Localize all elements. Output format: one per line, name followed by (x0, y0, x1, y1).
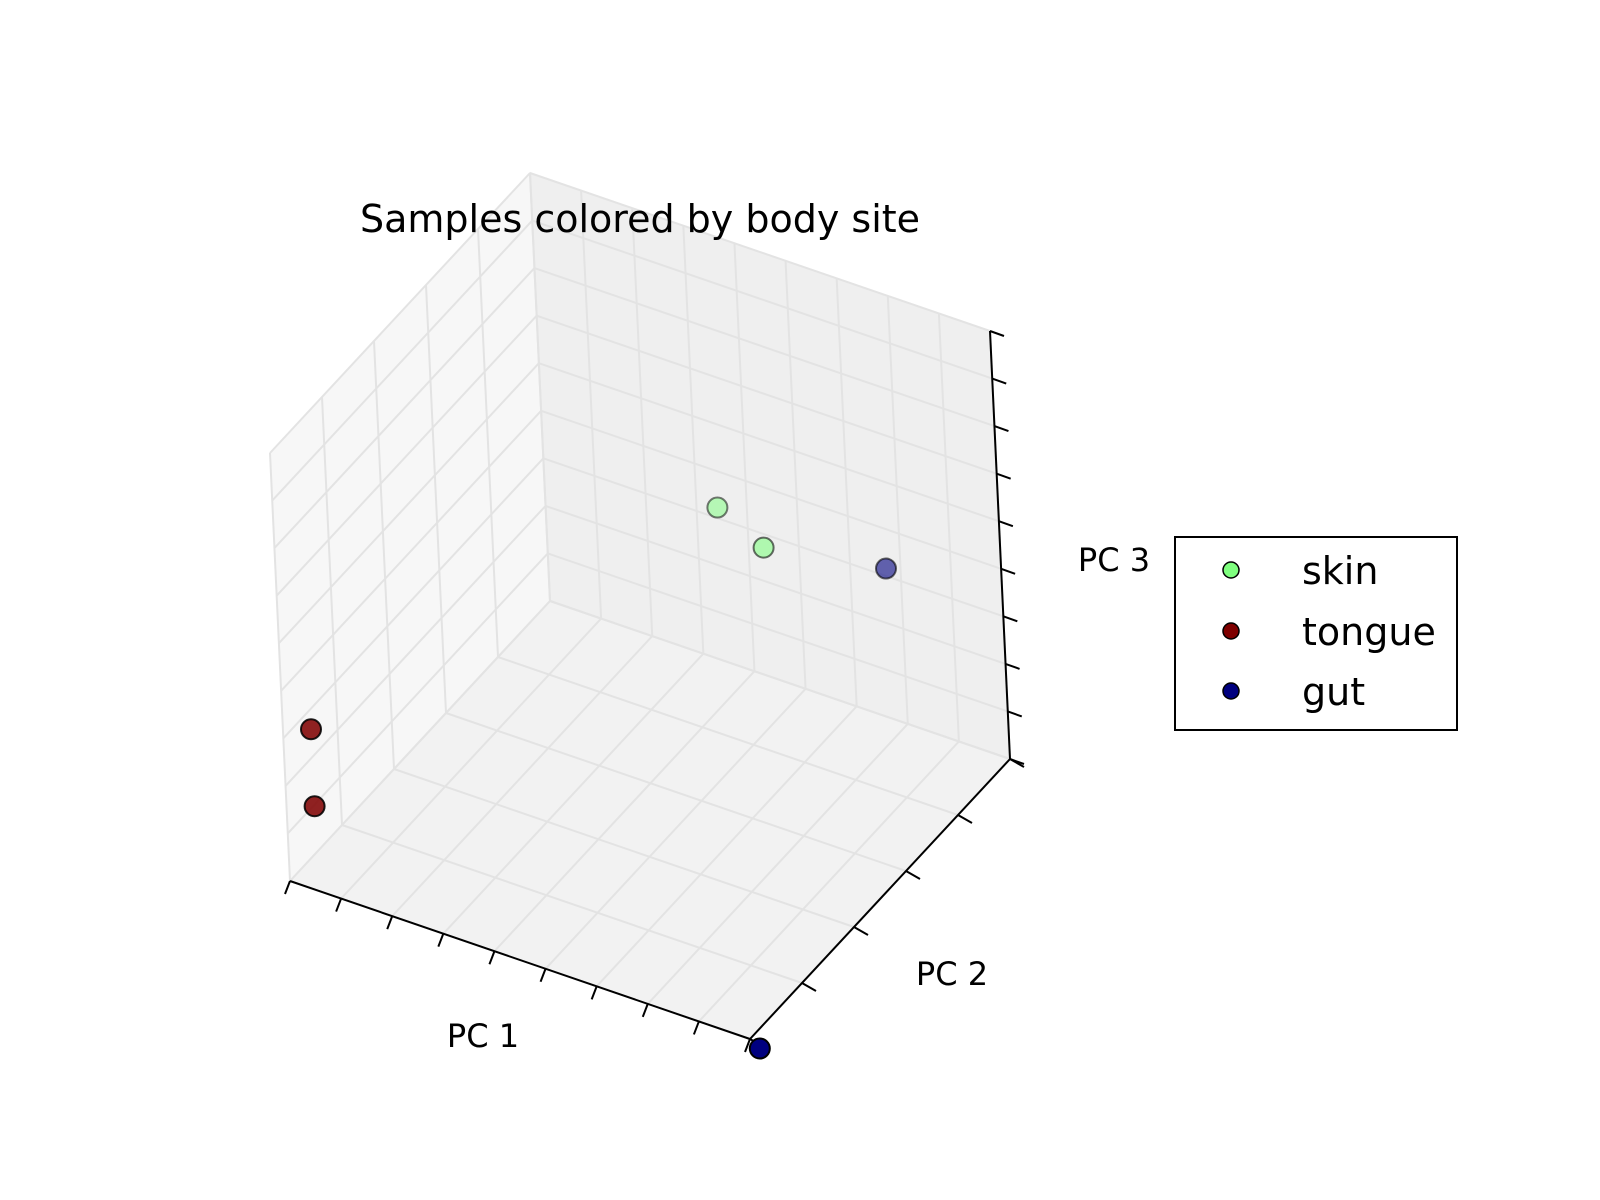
z-axis-tick (1009, 758, 1025, 765)
legend-marker-gut (1222, 682, 1240, 700)
data-points (300, 496, 897, 1060)
y-axis-tick (957, 814, 973, 824)
grid-line-z-left (287, 552, 549, 835)
grid-lines (269, 172, 1011, 1040)
x-axis-tick (488, 950, 496, 965)
grid-line-x-floor (698, 740, 960, 1023)
grid-line-x-floor (391, 635, 653, 917)
grid-line-x-back (937, 313, 960, 742)
z-axis-tick (994, 425, 1009, 433)
x-axis-tick (744, 1038, 751, 1053)
grid-line-z-back (543, 457, 1004, 618)
grid-line-x-floor (493, 670, 756, 952)
y-axis-tick (905, 870, 921, 880)
z-axis-tick (989, 330, 1005, 337)
data-point-skin (706, 496, 729, 519)
grid-line-z-left (284, 505, 547, 787)
grid-line-z-back (531, 219, 993, 380)
data-point-gut (875, 557, 897, 580)
grid-line-x-back (682, 225, 705, 654)
grid-line-y-left (477, 228, 499, 658)
legend-label-skin: skin (1302, 549, 1378, 593)
data-point-tongue (303, 795, 326, 818)
grid-line-z-back (549, 600, 1011, 760)
grid-line-y-floor (393, 768, 855, 928)
x-axis-tick (692, 1021, 700, 1035)
grid-line-x-floor (442, 652, 705, 935)
z-axis-tick (1000, 567, 1016, 575)
grid-line-x-back (784, 260, 807, 689)
grid-line-x-floor (544, 688, 807, 970)
grid-line-z-back (547, 552, 1009, 713)
grid-line-x-back (886, 295, 909, 724)
chart-title: Samples colored by body site (360, 197, 920, 241)
x-axis-line (289, 880, 751, 1040)
grid-line-z-left (275, 314, 538, 597)
grid-line-y-left (321, 396, 343, 826)
x-axis-tick (386, 915, 394, 930)
legend-label-gut: gut (1302, 670, 1365, 714)
grid-line-x-floor (595, 705, 858, 988)
legend-marker-skin (1222, 561, 1240, 579)
grid-line-y-floor (445, 712, 907, 872)
y-axis-label: PC 2 (916, 955, 988, 993)
x-axis-tick (641, 1003, 649, 1018)
grid-line-z-left (278, 362, 540, 644)
grid-line-x-floor (647, 723, 909, 1005)
grid-line-z-left (282, 457, 545, 740)
grid-line-y-floor (341, 824, 803, 984)
grid-line-z-left (271, 219, 533, 502)
grid-line-z-back (534, 267, 995, 428)
y-axis-line (749, 758, 1011, 1040)
z-axis-tick (991, 377, 1007, 385)
grid-line-z-back (536, 314, 997, 475)
x-axis-tick (590, 985, 598, 1000)
grid-line-y-left (269, 452, 291, 882)
x-axis-label: PC 1 (447, 1017, 519, 1055)
z-axis-tick (1007, 710, 1023, 718)
z-axis-tick (1005, 662, 1020, 670)
grid-line-y-left (529, 172, 551, 602)
legend: skin tongue gut (1174, 536, 1458, 731)
legend-item-gut: gut (1222, 670, 1365, 714)
z-axis-tick (996, 472, 1012, 480)
grid-line-z-back (529, 172, 991, 332)
data-point-tongue (300, 718, 322, 741)
grid-line-y-floor (497, 656, 959, 816)
z-axis-tick (998, 520, 1014, 528)
grid-line-y-left (425, 284, 447, 714)
x-axis-tick (335, 898, 343, 912)
x-axis-tick (539, 968, 547, 983)
grid-line-x-back (733, 243, 756, 672)
legend-marker-tongue (1222, 622, 1240, 640)
grid-line-z-left (269, 172, 531, 454)
grid-line-z-back (538, 362, 1000, 523)
data-point-gut (748, 1037, 771, 1060)
grid-line-y-left (373, 340, 395, 770)
y-axis-tick (801, 982, 817, 992)
grid-line-z-back (545, 504, 1006, 665)
grid-line-z-left (280, 410, 542, 692)
legend-label-tongue: tongue (1302, 610, 1436, 654)
grid-line-x-back (835, 278, 858, 707)
grid-line-x-back (580, 190, 603, 619)
data-point-skin (752, 536, 775, 559)
grid-line-z-back (540, 409, 1002, 570)
x-axis-tick (284, 880, 291, 895)
legend-frame (1174, 536, 1458, 731)
z-axis-line (989, 330, 1011, 760)
axis-lines (284, 330, 1025, 1053)
grid-line-z-left (289, 600, 551, 882)
z-axis-label: PC 3 (1078, 541, 1150, 579)
legend-item-skin: skin (1222, 549, 1378, 593)
grid-line-x-floor (340, 617, 602, 900)
z-axis-tick (1002, 615, 1018, 623)
grid-line-z-left (273, 267, 536, 549)
axis-panes (269, 171, 1011, 1040)
legend-item-tongue: tongue (1222, 610, 1436, 654)
grid-line-x-back (631, 208, 654, 637)
y-axis-tick (853, 926, 869, 936)
x-axis-tick (437, 933, 445, 948)
